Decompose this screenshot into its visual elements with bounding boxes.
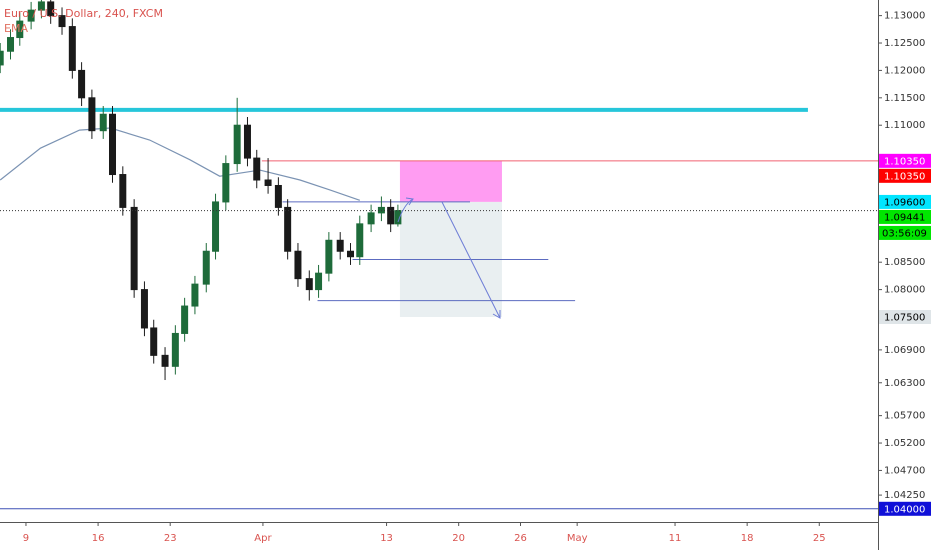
- candle-body: [171, 332, 179, 367]
- y-tick-label: 1.12500: [884, 38, 925, 49]
- price-badge-label: 1.07500: [884, 313, 925, 324]
- candle-body: [161, 354, 169, 367]
- arrows: [397, 197, 501, 319]
- candle-body: [37, 1, 45, 11]
- candle-body: [150, 327, 158, 356]
- y-tick-label: 1.12000: [884, 65, 925, 76]
- candle-body: [27, 9, 35, 22]
- candle-body: [253, 157, 261, 181]
- x-tick-label: 23: [164, 533, 177, 544]
- price-badge: [879, 194, 931, 209]
- candle-body: [99, 113, 107, 132]
- y-tick-label: 1.08000: [884, 285, 925, 296]
- candle-body: [367, 212, 375, 225]
- candle-body: [78, 69, 86, 99]
- y-tick-label: 1.11500: [884, 93, 925, 104]
- price-badge-label: 1.04000: [884, 504, 925, 515]
- arrow-up: [397, 198, 414, 223]
- candle-body: [264, 179, 272, 186]
- indicator-label: EMA: [4, 22, 28, 35]
- y-tick-label: 1.11000: [884, 120, 925, 131]
- chart-title: Euro / U.S. Dollar, 240, FXCM: [4, 7, 163, 20]
- candle-body: [305, 278, 313, 291]
- candle-body: [212, 201, 220, 252]
- zone: [399, 160, 502, 202]
- y-tick-label: 1.06900: [884, 345, 925, 356]
- arrow-head: [405, 197, 414, 206]
- candle-body: [130, 206, 138, 291]
- countdown-label: 03:56:09: [882, 228, 927, 239]
- y-tick-label: 1.05700: [884, 411, 925, 422]
- candle-body: [181, 305, 189, 334]
- x-tick-label: 20: [452, 533, 465, 544]
- price-badge-label: 1.09441: [884, 212, 925, 223]
- moving-average: [0, 127, 360, 201]
- candle-body: [119, 174, 127, 208]
- x-tick-label: 16: [92, 533, 105, 544]
- y-tick-label: 1.04250: [884, 490, 925, 501]
- candle-body: [58, 15, 66, 28]
- arrow-head: [492, 310, 501, 319]
- candle-body: [140, 289, 148, 329]
- y-tick-label: 1.05200: [884, 438, 925, 449]
- candle-body: [356, 223, 364, 258]
- x-tick-label: 9: [23, 533, 29, 544]
- countdown-badge: [879, 225, 931, 240]
- price-badge-label: 1.10350: [884, 156, 925, 167]
- candle-body: [274, 184, 282, 208]
- arrow-down: [441, 201, 501, 319]
- y-tick-label: 1.06300: [884, 378, 925, 389]
- x-tick-label: 11: [669, 533, 682, 544]
- price-badge: [879, 168, 931, 183]
- candle-body: [222, 163, 230, 203]
- candle-body: [387, 206, 395, 225]
- x-tick-label: 25: [813, 533, 826, 544]
- price-badge: [879, 153, 931, 168]
- candle-body: [233, 124, 241, 165]
- candle-body: [109, 113, 117, 176]
- candle-body: [336, 239, 344, 252]
- candle-body: [346, 250, 354, 258]
- candle-body: [88, 97, 96, 132]
- plot-area: [0, 0, 878, 510]
- x-tick-label: Apr: [254, 533, 272, 544]
- candle-body: [202, 250, 210, 285]
- price-badge: [879, 209, 931, 224]
- price-badge-label: 1.09600: [884, 197, 925, 208]
- candle-body: [47, 1, 55, 17]
- candle-body: [294, 250, 302, 280]
- x-tick-label: 18: [741, 533, 754, 544]
- candle-body: [243, 124, 251, 159]
- candle-body: [394, 210, 402, 225]
- y-tick-label: 1.04700: [884, 465, 925, 476]
- candle-body: [315, 272, 323, 291]
- x-tick-label: 26: [514, 533, 527, 544]
- candle-body: [191, 283, 199, 307]
- candle-body: [68, 26, 76, 71]
- y-tick-label: 1.13000: [884, 11, 925, 22]
- x-tick-label: 13: [380, 533, 393, 544]
- candle-body: [7, 37, 15, 52]
- price-badge: [879, 501, 931, 516]
- candle-body: [16, 20, 24, 39]
- price-badge: [879, 310, 931, 325]
- y-tick-label: 1.08500: [884, 257, 925, 268]
- candle-body: [284, 206, 292, 252]
- candle-body: [325, 239, 333, 274]
- price-badge-label: 1.10350: [884, 171, 925, 182]
- candle-body: [0, 50, 4, 66]
- x-tick-label: May: [567, 533, 588, 544]
